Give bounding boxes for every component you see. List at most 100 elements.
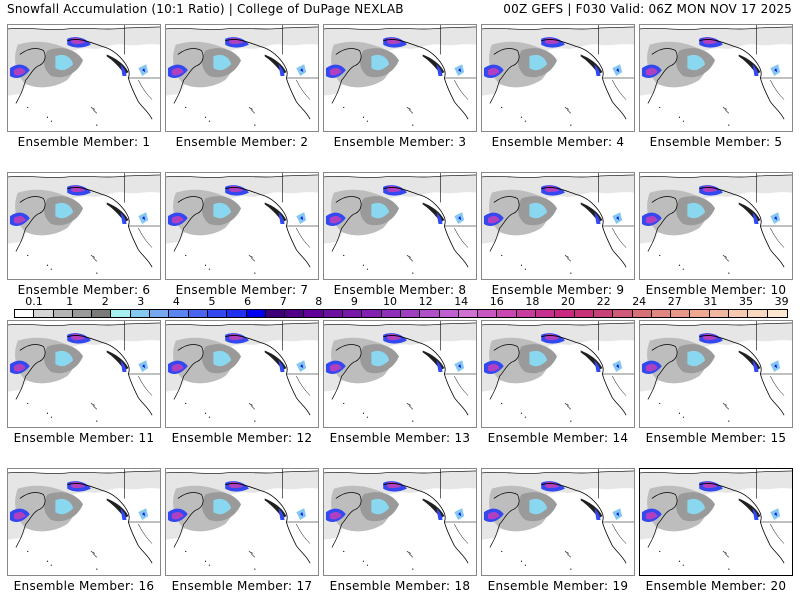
ensemble-panel-label: Ensemble Member: 20 <box>645 579 787 593</box>
page-title: Snowfall Accumulation (10:1 Ratio) | Col… <box>7 2 404 16</box>
colorbar-tick-label: 39 <box>774 295 789 308</box>
colorbar-tick-label: 10 <box>383 295 397 308</box>
colorbar-swatch <box>748 310 768 317</box>
colorbar-tick-label: 8 <box>315 295 323 308</box>
ensemble-panel-17[interactable] <box>165 468 319 576</box>
ensemble-panel-label: Ensemble Member: 1 <box>17 135 151 149</box>
ensemble-panel-label: Ensemble Member: 16 <box>13 579 155 593</box>
colorbar-swatch <box>728 310 749 317</box>
map-image <box>8 173 160 274</box>
ensemble-panel-16[interactable] <box>7 468 161 576</box>
colorbar-swatch <box>690 310 710 317</box>
map-image <box>8 25 160 126</box>
map-image <box>324 321 476 422</box>
map-image <box>8 321 160 422</box>
colorbar-tick-label: 3 <box>137 295 145 308</box>
colorbar-swatch <box>400 310 421 317</box>
colorbar-tick-label: 7 <box>279 295 287 308</box>
colorbar-swatch <box>671 310 691 317</box>
ensemble-panel-20[interactable] <box>639 468 793 576</box>
map-image <box>324 25 476 126</box>
colorbar-tick-label: 24 <box>632 295 647 308</box>
colorbar <box>14 309 788 318</box>
colorbar-swatch <box>72 310 93 317</box>
ensemble-panel-label: Ensemble Member: 7 <box>175 283 309 297</box>
colorbar-tick-label: 14 <box>454 295 469 308</box>
colorbar-tick-label: 27 <box>667 295 682 308</box>
ensemble-panel-label: Ensemble Member: 2 <box>175 135 309 149</box>
map-image <box>166 25 318 126</box>
ensemble-panel-label: Ensemble Member: 3 <box>333 135 467 149</box>
colorbar-tick-label: 16 <box>489 295 504 308</box>
ensemble-panel-label: Ensemble Member: 18 <box>329 579 471 593</box>
ensemble-panel-1[interactable] <box>7 24 161 132</box>
ensemble-panel-label: Ensemble Member: 9 <box>491 283 625 297</box>
colorbar-swatch <box>381 310 401 317</box>
colorbar-swatch <box>53 310 73 317</box>
map-image <box>640 25 792 126</box>
ensemble-panel-3[interactable] <box>323 24 477 132</box>
colorbar-swatch <box>304 310 324 317</box>
ensemble-panel-label: Ensemble Member: 13 <box>329 431 471 445</box>
ensemble-panel-8[interactable] <box>323 172 477 280</box>
ensemble-panel-13[interactable] <box>323 320 477 428</box>
ensemble-panel-label: Ensemble Member: 5 <box>649 135 783 149</box>
map-image <box>640 469 792 570</box>
colorbar-swatch <box>150 310 170 317</box>
map-image <box>640 173 792 274</box>
ensemble-panel-18[interactable] <box>323 468 477 576</box>
ensemble-panel-2[interactable] <box>165 24 319 132</box>
colorbar-swatch <box>767 310 787 317</box>
ensemble-panel-11[interactable] <box>7 320 161 428</box>
ensemble-panel-19[interactable] <box>481 468 635 576</box>
colorbar-tick-label: 20 <box>561 295 575 308</box>
colorbar-swatch <box>265 310 286 317</box>
colorbar-swatch <box>362 310 382 317</box>
map-image <box>482 469 634 570</box>
colorbar-swatch <box>343 310 363 317</box>
colorbar-swatch <box>15 310 35 317</box>
colorbar-tick-label: 31 <box>703 295 718 308</box>
map-image <box>482 25 634 126</box>
colorbar-tick-label: 18 <box>525 295 540 308</box>
ensemble-panel-6[interactable] <box>7 172 161 280</box>
colorbar-swatch <box>323 310 344 317</box>
colorbar-swatch <box>574 310 594 317</box>
colorbar-swatch <box>188 310 208 317</box>
colorbar-tick-label: 9 <box>350 295 358 308</box>
colorbar-tick-label: 22 <box>596 295 611 308</box>
map-image <box>166 469 318 570</box>
map-image <box>324 173 476 274</box>
colorbar-swatch <box>651 310 672 317</box>
map-image <box>482 173 634 274</box>
map-image <box>8 469 160 570</box>
colorbar-swatch <box>478 310 498 317</box>
colorbar-swatch <box>207 310 228 317</box>
ensemble-panel-label: Ensemble Member: 6 <box>17 283 151 297</box>
ensemble-panel-9[interactable] <box>481 172 635 280</box>
ensemble-panel-4[interactable] <box>481 24 635 132</box>
ensemble-panel-7[interactable] <box>165 172 319 280</box>
colorbar-swatch <box>169 310 189 317</box>
ensemble-panel-label: Ensemble Member: 4 <box>491 135 625 149</box>
ensemble-panel-5[interactable] <box>639 24 793 132</box>
colorbar-swatch <box>420 310 440 317</box>
colorbar-ticks: 0.1 1 2 3 4 5 6 7 8 9 10 12 14 16 18 20 22 24 27 31 35 39 <box>14 295 789 308</box>
colorbar-swatch <box>285 310 305 317</box>
map-image <box>166 173 318 274</box>
run-info: 00Z GEFS | F030 Valid: 06Z MON NOV 17 20… <box>503 2 792 16</box>
ensemble-panel-label: Ensemble Member: 17 <box>171 579 313 593</box>
ensemble-panel-label: Ensemble Member: 12 <box>171 431 313 445</box>
colorbar-swatch <box>34 310 54 317</box>
ensemble-panel-12[interactable] <box>165 320 319 428</box>
ensemble-panel-10[interactable] <box>639 172 793 280</box>
colorbar-swatch <box>613 310 633 317</box>
ensemble-panel-14[interactable] <box>481 320 635 428</box>
colorbar-tick-label: 0.1 <box>25 295 43 308</box>
colorbar-swatch <box>593 310 614 317</box>
colorbar-tick-label: 4 <box>172 295 180 308</box>
ensemble-panel-label: Ensemble Member: 19 <box>487 579 629 593</box>
ensemble-panel-15[interactable] <box>639 320 793 428</box>
colorbar-tick-label: 5 <box>208 295 216 308</box>
colorbar-swatch <box>246 310 266 317</box>
